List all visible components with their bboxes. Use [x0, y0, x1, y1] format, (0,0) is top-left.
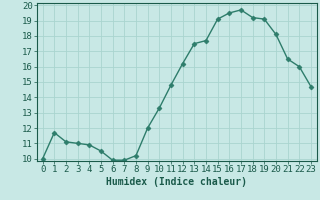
X-axis label: Humidex (Indice chaleur): Humidex (Indice chaleur): [106, 177, 247, 187]
